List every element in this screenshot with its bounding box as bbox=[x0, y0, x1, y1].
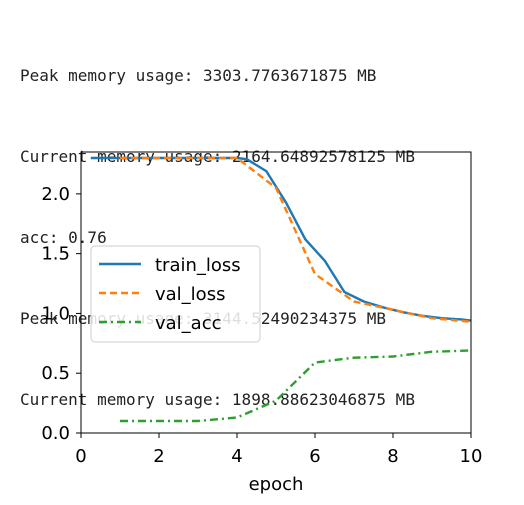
y-tick-label: 0.5 bbox=[41, 363, 70, 384]
y-tick-label: 1.0 bbox=[41, 303, 70, 324]
x-axis-label: epoch bbox=[249, 474, 304, 495]
y-tick-label: 0.0 bbox=[41, 423, 70, 444]
x-tick-label: 2 bbox=[153, 446, 164, 467]
legend: train_loss val_loss val_acc bbox=[90, 245, 261, 343]
axes-frame bbox=[80, 151, 472, 434]
x-tick-label: 4 bbox=[231, 446, 242, 467]
legend-frame bbox=[90, 245, 261, 343]
series-line-val-loss bbox=[120, 156, 472, 323]
legend-label: train_loss bbox=[155, 255, 241, 276]
x-tick-label: 10 bbox=[460, 446, 483, 467]
log-line: Current memory usage: 1898.88623046875 M… bbox=[20, 390, 415, 409]
x-tick-label: 0 bbox=[75, 446, 86, 467]
y-tick-label: 2.0 bbox=[41, 184, 70, 205]
x-tick-label: 6 bbox=[309, 446, 320, 467]
log-line: acc: 0.76 bbox=[20, 228, 107, 247]
plot-lines bbox=[90, 156, 472, 423]
log-line: Peak memory usage: 3303.7763671875 MB bbox=[20, 66, 377, 85]
x-tick-label: 8 bbox=[387, 446, 398, 467]
axis-ticks: 0 2 4 6 8 10 0.0 0.5 1.0 1.5 2.0 bbox=[41, 184, 482, 467]
series-line-val-acc bbox=[120, 349, 472, 423]
legend-label: val_acc bbox=[155, 313, 222, 334]
y-tick-label: 1.5 bbox=[41, 244, 70, 265]
legend-label: val_loss bbox=[155, 284, 225, 305]
